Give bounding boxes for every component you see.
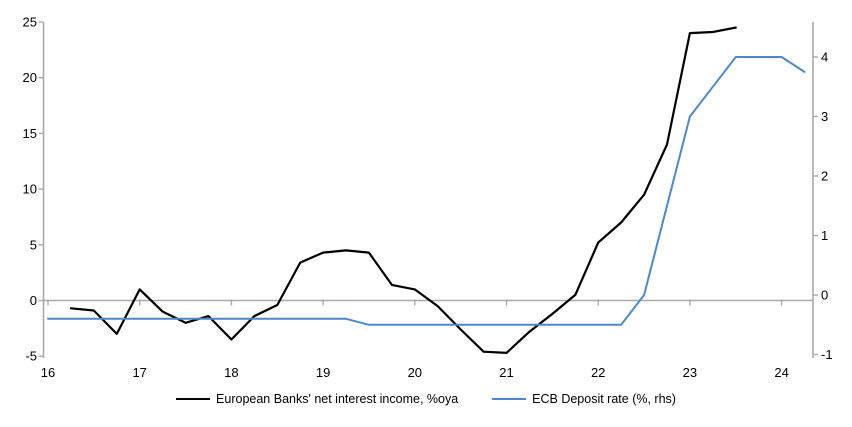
x-axis-tick-label: 16 bbox=[41, 365, 55, 380]
x-axis-tick-label: 24 bbox=[774, 365, 788, 380]
black-line-swatch-icon bbox=[176, 398, 211, 400]
x-axis-tick-label: 17 bbox=[132, 365, 146, 380]
x-axis-tick-label: 20 bbox=[408, 365, 422, 380]
x-axis-tick-label: 22 bbox=[591, 365, 605, 380]
chart-legend: European Banks' net interest income, %oy… bbox=[0, 392, 852, 406]
left-axis-tick-label: 25 bbox=[23, 15, 37, 30]
series-line-0 bbox=[69, 26, 737, 354]
x-axis-tick-label: 23 bbox=[683, 365, 697, 380]
legend-label-net-interest-income: European Banks' net interest income, %oy… bbox=[216, 392, 459, 406]
x-axis-tick-label: 18 bbox=[224, 365, 238, 380]
legend-item-net-interest-income: European Banks' net interest income, %oy… bbox=[176, 392, 458, 406]
x-axis-tick-label: 19 bbox=[316, 365, 330, 380]
left-axis-tick-label: 0 bbox=[30, 293, 37, 308]
x-axis-tick-label: 21 bbox=[499, 365, 513, 380]
left-axis-tick-label: 10 bbox=[23, 182, 37, 197]
blue-line-swatch-icon bbox=[492, 398, 527, 400]
series-line-1 bbox=[47, 56, 806, 326]
left-axis-tick-label: 15 bbox=[23, 126, 37, 141]
right-axis-tick-label: 3 bbox=[821, 109, 828, 124]
left-axis-tick-label: 5 bbox=[30, 237, 37, 252]
right-axis-tick-label: 2 bbox=[821, 169, 828, 184]
right-axis-tick-label: -1 bbox=[821, 347, 833, 362]
left-axis-tick-label: 20 bbox=[23, 70, 37, 85]
right-axis-tick-label: 4 bbox=[821, 50, 828, 65]
legend-label-ecb-deposit-rate: ECB Deposit rate (%, rhs) bbox=[532, 392, 676, 406]
right-axis-tick-label: 0 bbox=[821, 288, 828, 303]
legend-item-ecb-deposit-rate: ECB Deposit rate (%, rhs) bbox=[492, 392, 676, 406]
right-axis-tick-label: 1 bbox=[821, 228, 828, 243]
left-axis-tick-label: -5 bbox=[25, 349, 37, 364]
